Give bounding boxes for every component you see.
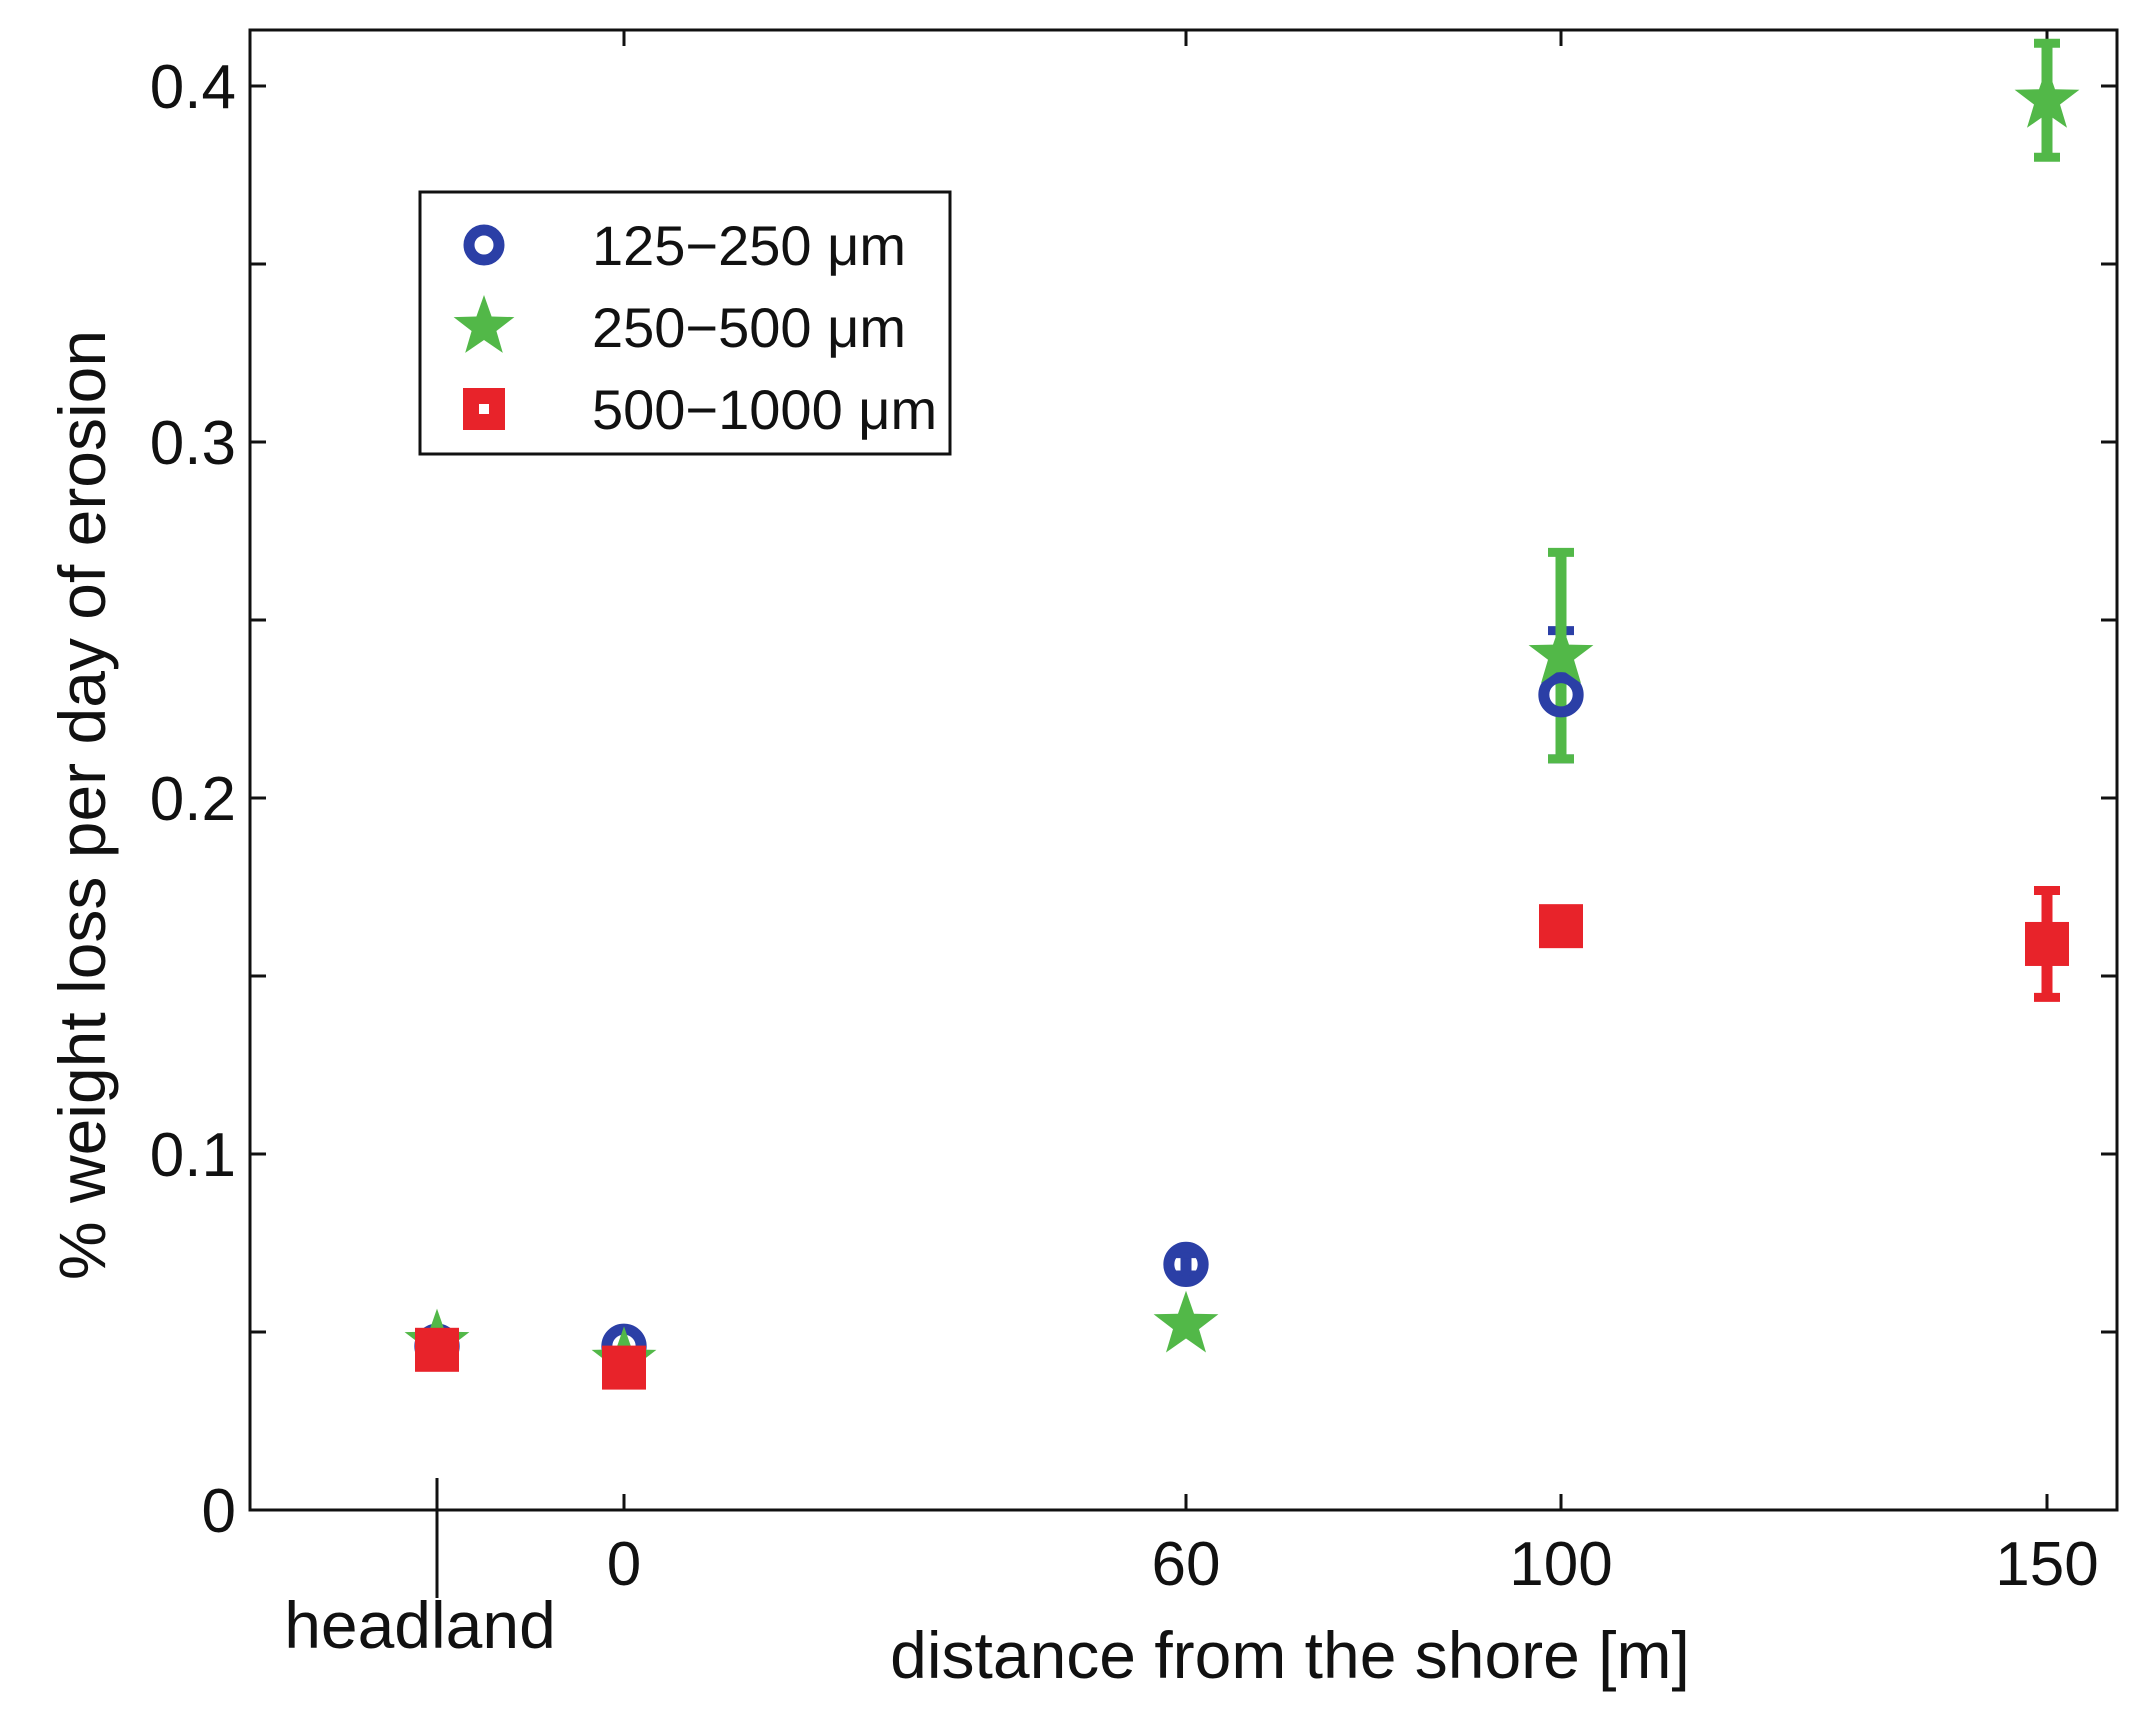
data-markers (404, 66, 2080, 1390)
plot-area-frame (248, 28, 2119, 1512)
y-tick-label: 0.1 (150, 1121, 236, 1190)
x-tick-label-headland: headland (284, 1588, 556, 1662)
x-tick-label: 0 (607, 1530, 641, 1599)
x-axis-label: distance from the shore [m] (890, 1618, 1690, 1692)
legend-marker-star (453, 295, 515, 353)
y-tick-label: 0.4 (150, 53, 236, 122)
y-tick-labels: 0 0.1 0.2 0.3 0.4 (150, 53, 236, 1546)
y-axis-label: % weight loss per day of erosion (45, 330, 119, 1280)
data-point-circle (1163, 1241, 1209, 1288)
x-tick-label: 100 (1509, 1530, 1612, 1599)
legend-label: 250−500 μm (592, 296, 906, 359)
legend: 125−250 μm 250−500 μm 500−1000 μm (418, 190, 952, 456)
data-point-star (1153, 1290, 1219, 1353)
data-point-square (1539, 904, 1583, 949)
legend-marker-circle (463, 224, 505, 266)
axis-ticks (250, 30, 2117, 1598)
x-tick-label: 150 (1995, 1530, 2098, 1599)
data-point-star (2014, 66, 2080, 128)
data-point-square (2025, 921, 2069, 966)
x-tick-labels: headland 0 60 100 150 (284, 1530, 2099, 1662)
data-point-square (602, 1345, 646, 1390)
y-tick-label: 0 (202, 1477, 236, 1546)
y-tick-label: 0.3 (150, 409, 236, 478)
legend-marker-square-hole (479, 404, 489, 414)
x-tick-label: 60 (1152, 1530, 1221, 1599)
data-point-square (415, 1327, 459, 1372)
legend-label: 500−1000 μm (592, 378, 937, 441)
y-tick-label: 0.2 (150, 765, 236, 834)
data-point-star (1528, 621, 1594, 684)
data-point-circle (1538, 672, 1584, 718)
legend-label: 125−250 μm (592, 214, 906, 277)
error-bars (1173, 38, 2060, 1280)
legend-box (418, 190, 952, 456)
